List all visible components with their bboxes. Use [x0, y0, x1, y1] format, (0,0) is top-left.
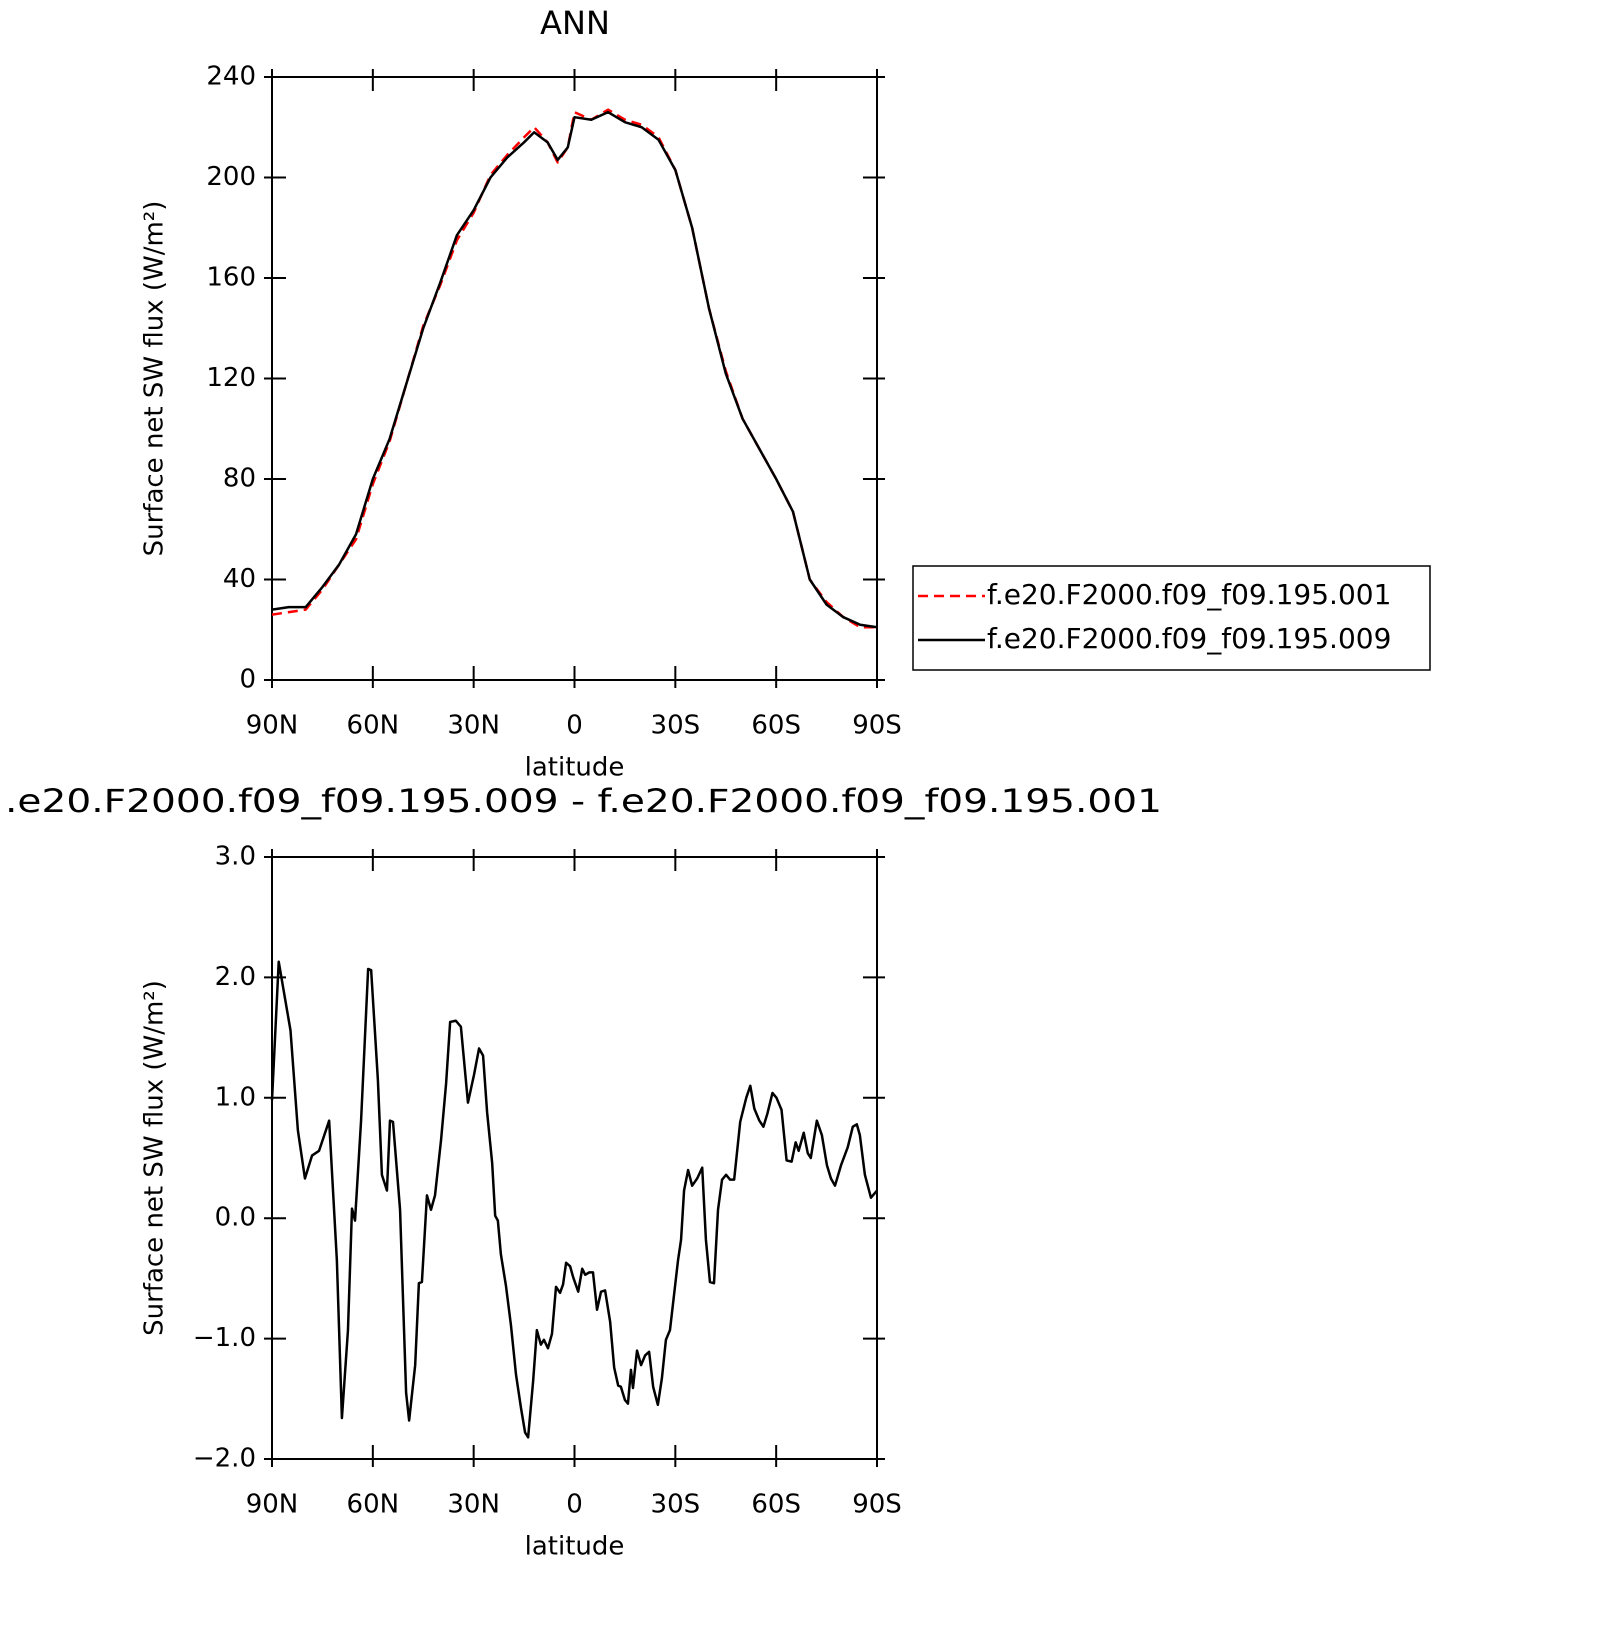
y-tick-label: 3.0 [215, 842, 256, 872]
plot-frame [271, 856, 878, 1460]
y-tick-label: −1.0 [193, 1323, 256, 1353]
x-tick-label: 30N [447, 711, 500, 741]
x-tick-label: 90N [246, 1490, 299, 1520]
y-tick-label: 40 [223, 564, 256, 594]
y-tick-label: −2.0 [193, 1444, 256, 1474]
y-tick-label: 80 [223, 464, 256, 494]
x-tick-label: 60S [751, 711, 801, 741]
legend-label: f.e20.F2000.f09_f09.195.009 [987, 622, 1391, 655]
y-tick-label: 1.0 [215, 1082, 256, 1112]
y-axis-label: Surface net SW flux (W/m²) [140, 980, 170, 1336]
data-line [271, 108, 877, 629]
x-tick-label: 60N [347, 711, 400, 741]
chart-title: ANN [540, 4, 610, 42]
data-line [270, 960, 878, 1439]
x-tick-label: 90S [852, 1490, 902, 1520]
x-tick-label: 60N [347, 1490, 400, 1520]
data-line [271, 110, 878, 629]
y-tick-label: 240 [206, 62, 256, 92]
x-axis-label: latitude [525, 753, 625, 783]
legend-box [912, 565, 1431, 671]
chart-title: .e20.F2000.f09_f09.195.009 - f.e20.F2000… [5, 782, 1162, 820]
y-tick-label: 2.0 [215, 962, 256, 992]
plot-frame [271, 76, 878, 681]
x-tick-label: 90S [852, 711, 902, 741]
x-tick-label: 90N [246, 711, 299, 741]
x-tick-label: 30S [651, 711, 701, 741]
y-tick-label: 0 [239, 665, 256, 695]
x-axis-label: latitude [525, 1532, 625, 1562]
x-tick-label: 30N [447, 1490, 500, 1520]
y-axis-label: Surface net SW flux (W/m²) [140, 201, 170, 557]
y-tick-label: 0.0 [215, 1203, 256, 1233]
x-tick-label: 0 [566, 711, 583, 741]
legend-label: f.e20.F2000.f09_f09.195.001 [987, 578, 1391, 611]
y-tick-label: 120 [206, 363, 256, 393]
x-tick-label: 30S [651, 1490, 701, 1520]
x-tick-label: 60S [751, 1490, 801, 1520]
y-tick-label: 160 [206, 263, 256, 293]
x-tick-label: 0 [566, 1490, 583, 1520]
y-tick-label: 200 [206, 162, 256, 192]
